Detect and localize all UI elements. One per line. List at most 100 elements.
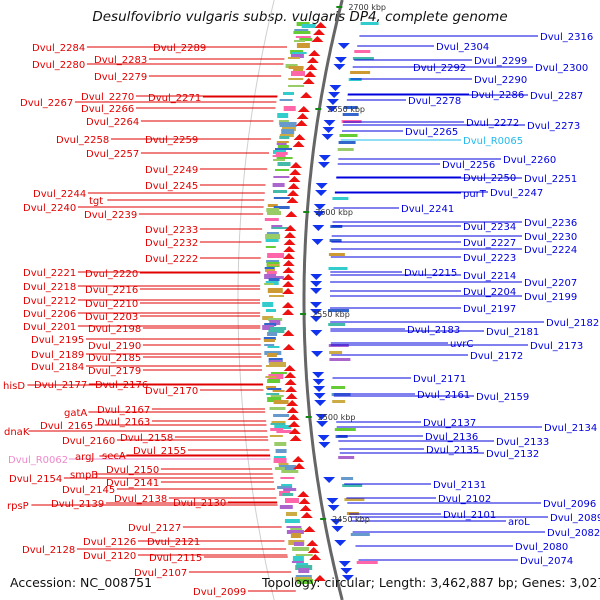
feature-block — [291, 52, 307, 54]
feature-block — [328, 267, 348, 270]
gene-label-left: Dvul_R0062 — [8, 455, 68, 466]
gene-label-left: Dvul_2239 — [84, 210, 137, 221]
feature-block — [344, 498, 365, 501]
feature-block — [350, 533, 370, 536]
feature-block — [277, 162, 291, 166]
reverse-gene-arrow — [313, 211, 326, 217]
feature-block — [266, 271, 277, 274]
reverse-gene-arrow — [338, 561, 351, 567]
gene-label-left: Dvul_2150 — [106, 465, 159, 476]
gene-label-left: Dvul_2167 — [97, 405, 150, 416]
gene-label-right: Dvul_2101 — [443, 510, 496, 521]
kbp-label: 2700 kbp — [348, 3, 386, 12]
feature-block — [269, 295, 284, 297]
reverse-gene-arrow — [334, 57, 347, 63]
forward-gene-arrow — [288, 176, 301, 182]
feature-block — [286, 526, 302, 528]
forward-gene-arrow — [282, 330, 295, 336]
gene-labels: Dvul_2284 Dvul_2289 Dvul_2283 Dvul_2280 Dvul… — [3, 32, 600, 598]
gene-label-right: Dvul_2133 — [496, 437, 549, 448]
forward-gene-arrow — [286, 400, 299, 406]
feature-block — [342, 113, 359, 116]
forward-gene-arrow — [282, 267, 295, 273]
gene-label-left: Dvul_2158 — [120, 433, 173, 444]
forward-gene-arrow — [287, 190, 300, 196]
feature-block — [292, 556, 304, 561]
feature-block — [273, 456, 286, 458]
feature-block — [279, 134, 294, 137]
reverse-gene-arrow — [323, 477, 336, 483]
feature-block — [265, 246, 276, 248]
gene-label-right: aroL — [508, 517, 530, 528]
gene-label-right: Dvul_2292 — [413, 63, 466, 74]
gene-label-right: Dvul_2272 — [466, 118, 519, 129]
forward-gene-arrow — [282, 344, 295, 350]
gene-label-left: Dvul_2245 — [145, 181, 198, 192]
forward-gene-arrow — [282, 281, 295, 287]
gene-label-right: Dvul_2234 — [463, 222, 516, 233]
gene-label-left: Dvul_2216 — [85, 285, 138, 296]
feature-block — [281, 129, 295, 134]
feature-block — [280, 477, 295, 479]
feature-block — [288, 66, 304, 69]
gene-label-left: Dvul_2126 — [83, 537, 136, 548]
gene-label-left: Dvul_2221 — [23, 268, 76, 279]
forward-gene-arrow — [292, 456, 305, 462]
forward-gene-arrow — [293, 463, 306, 469]
reverse-gene-arrow — [325, 106, 338, 112]
feature-block — [269, 362, 286, 367]
feature-block — [262, 316, 274, 320]
feature-block — [266, 386, 277, 389]
feature-block — [278, 465, 296, 470]
gene-label-left: Dvul_2258 — [56, 135, 109, 146]
gene-label-left: Dvul_2185 — [88, 353, 141, 364]
feature-block — [339, 134, 358, 137]
reverse-gene-arrow — [321, 134, 334, 140]
feature-block — [277, 113, 289, 118]
reverse-gene-arrow — [323, 120, 336, 126]
feature-block — [264, 218, 279, 221]
feature-block — [283, 106, 296, 111]
backbone-arc-inner — [302, 0, 344, 600]
forward-gene-arrow — [282, 288, 295, 294]
forward-gene-arrow — [300, 512, 313, 518]
gene-label-right: Dvul_R0065 — [463, 136, 523, 147]
feature-block — [276, 141, 289, 143]
gene-label-left: Dvul_2128 — [22, 545, 75, 556]
reverse-gene-arrow — [312, 225, 325, 231]
reverse-gene-arrow — [313, 386, 326, 392]
feature-block — [270, 372, 287, 374]
feature-block — [265, 234, 281, 239]
feature-block — [275, 449, 287, 453]
feature-block — [273, 176, 290, 178]
feature-block — [274, 467, 285, 470]
feature-block — [290, 54, 304, 58]
gene-label-right: Dvul_2300 — [535, 63, 588, 74]
feature-block — [334, 428, 356, 431]
feature-block — [267, 346, 280, 348]
gene-label-left: Dvul_2232 — [145, 238, 198, 249]
forward-gene-arrow — [282, 302, 295, 308]
forward-gene-arrow — [282, 260, 295, 266]
gene-label-left: Dvul_2206 — [23, 309, 76, 320]
reverse-gene-arrow — [331, 526, 344, 532]
feature-block — [264, 344, 275, 346]
reverse-gene-arrow — [317, 435, 330, 441]
gene-label-right: uvrC — [450, 339, 473, 350]
reverse-gene-arrow — [333, 64, 346, 70]
forward-gene-arrow — [306, 57, 319, 63]
forward-gene-arrow — [297, 491, 310, 497]
reverse-gene-arrow — [315, 183, 328, 189]
gene-label-right: Dvul_2159 — [476, 392, 529, 403]
gene-label-right: Dvul_2096 — [543, 499, 596, 510]
feature-block — [291, 71, 305, 76]
forward-gene-arrow — [306, 540, 319, 546]
feature-block — [283, 488, 297, 491]
forward-gene-arrow — [304, 71, 317, 77]
reverse-gene-arrow — [312, 372, 325, 378]
gene-label-left: Dvul_2160 — [62, 436, 115, 447]
feature-block — [267, 332, 278, 336]
reverse-gene-arrow — [310, 330, 323, 336]
gene-label-left: Dvul_2099 — [193, 587, 246, 598]
